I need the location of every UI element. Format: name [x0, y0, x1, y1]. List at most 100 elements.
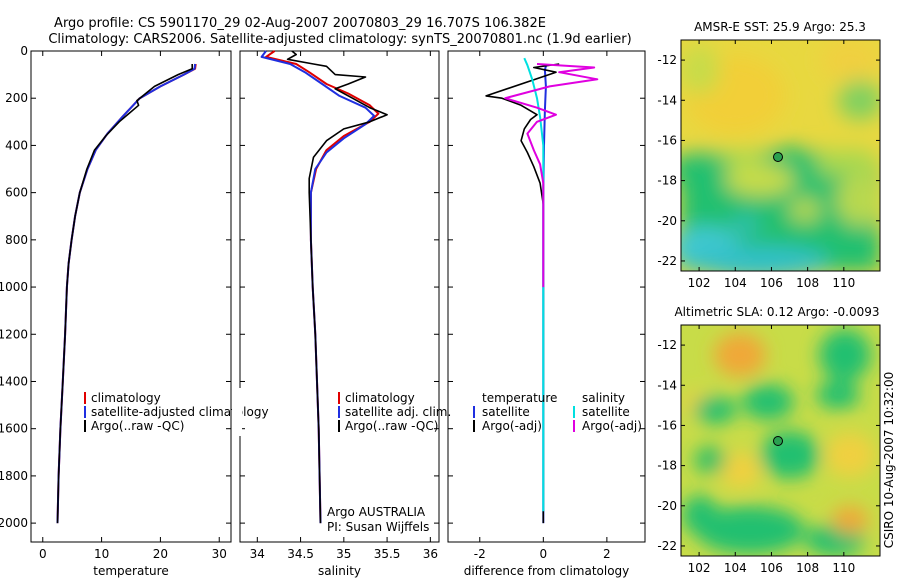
temperature-legend-mask: [232, 388, 242, 436]
sst-patch: [730, 215, 760, 235]
map-y-tick-label: -14: [657, 378, 677, 392]
y-tick-label: 200: [5, 91, 28, 105]
sla-map-axes: 102 104 106 108 110 -12 -14 -16 -18 -20 -22: [657, 325, 880, 575]
figure-title-line1: Argo profile: CS 5901170_29 02-Aug-2007 …: [54, 16, 546, 31]
map-y-tick-label: -16: [657, 418, 677, 432]
sla-patch: [718, 452, 762, 488]
legend-label-satellite-adjusted: satellite-adjusted climatology: [91, 405, 269, 419]
csiro-timestamp: CSIRO 10-Aug-2007 10:32:00: [882, 372, 896, 548]
sst-patch: [836, 174, 880, 226]
map-y-tick-label: -18: [657, 174, 677, 188]
legend-label-sal-satellite: satellite: [582, 405, 630, 419]
float-annotation-line1: Argo AUSTRALIA: [327, 505, 426, 519]
difference-legend: temperature salinity satellite Argo(-adj…: [473, 391, 642, 433]
salinity-legend: climatology satellite adj. clim. Argo(..…: [327, 391, 451, 534]
sla-patch: [714, 333, 766, 377]
series-line-black: [56, 64, 193, 524]
map-y-tick-label: -12: [657, 338, 677, 352]
legend-label-temp-argo: Argo(-adj): [482, 419, 542, 433]
sla-patch: [825, 433, 875, 477]
series-line-cyan: [523, 57, 545, 512]
map-y-tick-label: -18: [657, 459, 677, 473]
x-tick-label: 20: [153, 547, 168, 561]
map-x-tick-label: 102: [688, 561, 711, 575]
legend-label-argo: Argo(..raw -QC): [345, 419, 438, 433]
map-y-tick-label: -22: [657, 254, 677, 268]
float-annotation-line2: PI: Susan Wijffels: [327, 520, 429, 534]
y-tick-label: 600: [5, 186, 28, 200]
map-y-tick-label: -16: [657, 133, 677, 147]
x-tick-label: 30: [212, 547, 227, 561]
y-tick-label: 1000: [0, 280, 28, 294]
sla-patch: [760, 431, 820, 479]
sla-map-title: Altimetric SLA: 0.12 Argo: -0.0093: [674, 305, 879, 319]
sla-argo-marker: [773, 436, 783, 446]
x-tick-label: 34: [250, 547, 265, 561]
legend-label-sal-argo: Argo(-adj): [582, 419, 642, 433]
sla-map-frame: [680, 324, 881, 557]
sst-map-title: AMSR-E SST: 25.9 Argo: 25.3: [694, 20, 866, 34]
map-x-tick-label: 108: [796, 561, 819, 575]
legend-header-salinity: salinity: [582, 391, 625, 405]
sst-patch: [681, 45, 720, 95]
plot-frame: [239, 50, 440, 543]
legend-label-argo: Argo(..raw -QC): [91, 419, 184, 433]
legend-header-temperature: temperature: [482, 391, 557, 405]
legend-label-climatology: climatology: [91, 391, 161, 405]
legend-label-temp-satellite: satellite: [482, 405, 530, 419]
sst-map-axes: 102 104 106 108 110 -12 -14 -16 -18 -20 -22: [657, 40, 880, 290]
map-x-tick-label: 110: [832, 561, 855, 575]
sst-patch: [681, 152, 730, 188]
sla-patch: [694, 446, 726, 474]
map-x-tick-label: 102: [688, 276, 711, 290]
y-tick-label: 1400: [0, 374, 28, 388]
map-x-tick-label: 104: [724, 561, 747, 575]
y-tick-label: 1200: [0, 327, 28, 341]
series-line-black: [286, 50, 388, 524]
sla-patch: [693, 396, 737, 424]
sla-patch: [682, 495, 718, 535]
sst-argo-marker: [773, 152, 783, 162]
legend-label-satellite-adj: satellite adj. clim.: [345, 405, 451, 419]
temperature-legend: climatology satellite-adjusted climatolo…: [84, 391, 269, 433]
map-x-tick-label: 106: [760, 561, 783, 575]
sla-patch: [819, 329, 871, 381]
legend-label-climatology: climatology: [345, 391, 415, 405]
salinity-panel: 34 34.5 35 35.5 36 salinity: [239, 50, 440, 578]
map-x-tick-label: 108: [796, 276, 819, 290]
series-line-magenta: [504, 63, 599, 288]
plot-frame: [447, 50, 646, 543]
map-x-tick-label: 106: [760, 276, 783, 290]
x-axis-label: salinity: [318, 564, 361, 578]
map-y-tick-label: -20: [657, 214, 677, 228]
difference-panel: -2 0 2 difference from climatology: [447, 50, 646, 578]
x-tick-label: 34.5: [287, 547, 314, 561]
sla-map-field: [681, 325, 880, 556]
map-y-tick-label: -20: [657, 499, 677, 513]
temperature-panel: 0 10 20 30 0 200 400 600 800 1000 1200 1400 1600 1800…: [0, 44, 232, 578]
sst-field-patches: [681, 40, 880, 271]
sla-patch: [695, 506, 805, 554]
x-tick-label: 2: [603, 547, 611, 561]
map-x-tick-label: 110: [832, 276, 855, 290]
y-tick-label: 2000: [0, 516, 28, 530]
x-tick-label: 10: [94, 547, 109, 561]
sla-patch: [816, 381, 860, 409]
sst-patch: [690, 246, 830, 271]
x-tick-label: 35.5: [374, 547, 401, 561]
sst-map-frame: [680, 39, 881, 272]
map-y-tick-label: -14: [657, 93, 677, 107]
sla-patch: [832, 506, 868, 534]
sst-patch: [820, 40, 880, 82]
y-tick-label: 800: [5, 233, 28, 247]
x-axis-label: temperature: [93, 564, 168, 578]
y-tick-label: 400: [5, 138, 28, 152]
map-x-tick-label: 104: [724, 276, 747, 290]
y-tick-label: 0: [20, 44, 28, 58]
x-axis-label: difference from climatology: [464, 564, 630, 578]
map-y-tick-label: -22: [657, 539, 677, 553]
figure-title-line2: Climatology: CARS2006. Satellite-adjuste…: [48, 32, 631, 47]
sla-patch: [742, 384, 794, 420]
sla-field-patches: [682, 329, 875, 556]
